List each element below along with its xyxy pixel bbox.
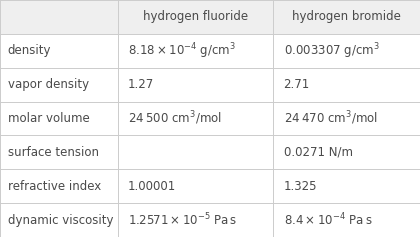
Text: 1.00001: 1.00001 xyxy=(128,180,176,193)
Text: vapor density: vapor density xyxy=(8,78,89,91)
Text: $8.4\times10^{-4}$ Pa s: $8.4\times10^{-4}$ Pa s xyxy=(284,212,372,228)
Text: hydrogen fluoride: hydrogen fluoride xyxy=(143,10,248,23)
Text: 24 470 cm$^3$/mol: 24 470 cm$^3$/mol xyxy=(284,110,378,127)
Text: 24 500 cm$^3$/mol: 24 500 cm$^3$/mol xyxy=(128,110,222,127)
Text: 2.71: 2.71 xyxy=(284,78,310,91)
Text: dynamic viscosity: dynamic viscosity xyxy=(8,214,113,227)
Text: density: density xyxy=(8,44,51,57)
Text: refractive index: refractive index xyxy=(8,180,101,193)
Text: 0.0271 N/m: 0.0271 N/m xyxy=(284,146,352,159)
Text: $8.18\times10^{-4}$ g/cm$^3$: $8.18\times10^{-4}$ g/cm$^3$ xyxy=(128,41,236,61)
Text: molar volume: molar volume xyxy=(8,112,89,125)
Text: surface tension: surface tension xyxy=(8,146,99,159)
Text: 0.003307 g/cm$^3$: 0.003307 g/cm$^3$ xyxy=(284,41,379,61)
Bar xyxy=(0,0,420,34)
Text: hydrogen bromide: hydrogen bromide xyxy=(292,10,401,23)
Text: $1.2571\times10^{-5}$ Pa s: $1.2571\times10^{-5}$ Pa s xyxy=(128,212,238,228)
Text: 1.325: 1.325 xyxy=(284,180,317,193)
Text: 1.27: 1.27 xyxy=(128,78,155,91)
